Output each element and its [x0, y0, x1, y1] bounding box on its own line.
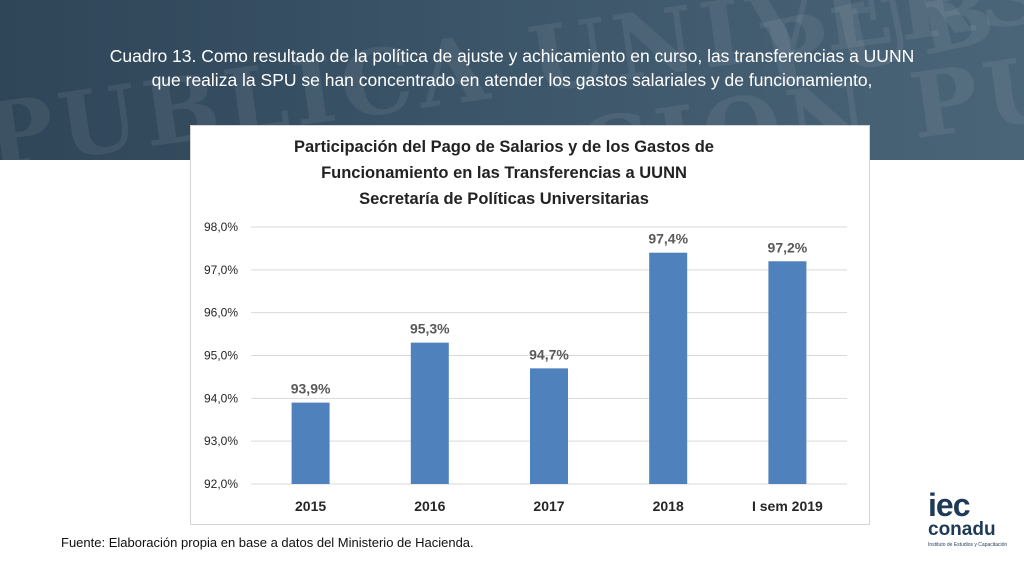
- bar: [530, 368, 568, 484]
- bar-chart: 92,0% 93,0% 94,0% 95,0% 96,0% 97,0% 98,0% 93,9%…: [204, 220, 847, 514]
- x-tick-label: 2015: [295, 498, 326, 514]
- chart-title-line-1: Participación del Pago de Salarios y de …: [294, 138, 714, 156]
- bar: [410, 342, 449, 484]
- chart-container: Participación del Pago de Salarios y de …: [190, 125, 870, 525]
- x-tick-label: 2018: [653, 498, 684, 514]
- headline-line-2: que realiza la SPU se han concentrado en…: [151, 70, 873, 90]
- y-tick-label: 96,0%: [204, 306, 238, 320]
- bar: [649, 252, 688, 484]
- source-note: Fuente: Elaboración propia en base a dat…: [61, 535, 474, 550]
- data-label: 97,4%: [648, 231, 688, 247]
- bar: [291, 402, 330, 484]
- headline-line-1: Cuadro 13. Como resultado de la política…: [109, 46, 915, 66]
- iec-conadu-logo: iec conadu Instituto de Estudios y Capac…: [928, 487, 1008, 553]
- logo-tagline: Instituto de Estudios y Capacitación: [928, 542, 1008, 548]
- logo-text-conadu: conadu: [928, 519, 996, 540]
- data-label: 97,2%: [768, 239, 808, 255]
- y-tick-label: 97,0%: [204, 263, 238, 277]
- x-tick-label: 2016: [414, 498, 445, 514]
- y-tick-label: 94,0%: [204, 391, 238, 405]
- logo-text-iec: iec: [928, 487, 970, 523]
- chart-title: Participación del Pago de Salarios y de …: [191, 134, 817, 212]
- chart-title-line-3: Secretaría de Políticas Universitarias: [359, 190, 649, 208]
- y-tick-label: 95,0%: [204, 349, 238, 363]
- y-tick-label: 92,0%: [204, 477, 238, 491]
- bar: [768, 261, 807, 484]
- data-label: 93,9%: [291, 381, 331, 397]
- slide-headline: Cuadro 13. Como resultado de la política…: [60, 44, 964, 92]
- y-tick-label: 98,0%: [204, 220, 238, 234]
- data-label: 94,7%: [529, 346, 569, 362]
- x-tick-label: I sem 2019: [752, 498, 823, 514]
- data-label: 95,3%: [410, 321, 450, 337]
- y-tick-label: 93,0%: [204, 434, 238, 448]
- x-tick-label: 2017: [533, 498, 564, 514]
- chart-title-line-2: Funcionamiento en las Transferencias a U…: [321, 164, 687, 182]
